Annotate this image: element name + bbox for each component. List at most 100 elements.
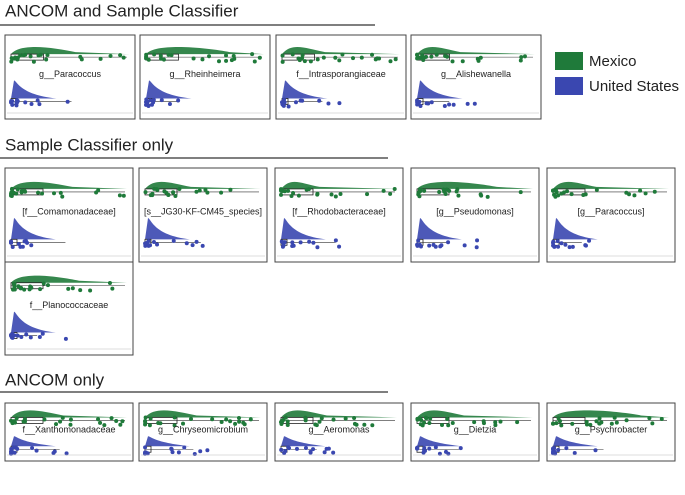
point-mexico xyxy=(219,190,224,195)
point-mexico xyxy=(45,53,50,58)
point-mexico xyxy=(373,57,378,62)
point-mexico xyxy=(518,58,523,63)
section-title: ANCOM only xyxy=(5,370,105,389)
point-mexico xyxy=(481,419,486,424)
point-us xyxy=(422,445,427,450)
cloud-us xyxy=(11,218,56,240)
point-us xyxy=(424,101,429,106)
point-mexico xyxy=(207,54,212,59)
point-mexico xyxy=(117,193,122,198)
cloud-mexico xyxy=(11,47,129,55)
point-mexico xyxy=(475,56,480,61)
point-us xyxy=(148,98,153,103)
cloud-us xyxy=(11,311,56,333)
point-us xyxy=(433,244,438,249)
point-mexico xyxy=(12,420,17,425)
point-mexico xyxy=(233,421,238,426)
point-mexico xyxy=(22,287,27,292)
legend-swatch xyxy=(555,52,583,70)
point-mexico xyxy=(41,281,46,286)
point-us xyxy=(143,445,148,450)
point-us xyxy=(556,244,561,249)
point-mexico xyxy=(290,52,295,57)
point-mexico xyxy=(624,418,629,423)
cloud-mexico xyxy=(145,181,261,189)
point-us xyxy=(24,332,29,337)
point-mexico xyxy=(60,415,65,420)
point-mexico xyxy=(421,57,426,62)
point-us xyxy=(15,333,20,338)
point-us xyxy=(23,100,28,105)
point-mexico xyxy=(231,53,236,58)
point-us xyxy=(475,238,480,243)
point-us xyxy=(190,243,195,248)
point-mexico xyxy=(343,416,348,421)
point-mexico xyxy=(107,281,112,286)
point-us xyxy=(331,450,336,455)
point-mexico xyxy=(188,416,193,421)
point-us xyxy=(10,244,15,249)
point-mexico xyxy=(23,189,28,194)
point-us xyxy=(22,239,27,244)
point-mexico xyxy=(19,190,24,195)
cloud-us xyxy=(145,218,190,240)
point-mexico xyxy=(28,54,33,59)
point-mexico xyxy=(166,52,171,57)
point-us xyxy=(437,451,442,456)
point-mexico xyxy=(565,189,570,194)
panel-label: f__Planococcaceae xyxy=(30,300,109,310)
point-mexico xyxy=(518,190,523,195)
point-mexico xyxy=(551,421,556,426)
point-mexico xyxy=(280,419,285,424)
cloud-mexico xyxy=(146,47,264,55)
point-mexico xyxy=(422,188,427,193)
point-mexico xyxy=(68,422,73,427)
point-us xyxy=(200,243,205,248)
point-us xyxy=(458,446,463,451)
point-us xyxy=(317,98,322,103)
point-mexico xyxy=(553,194,558,199)
point-us xyxy=(52,449,57,454)
point-mexico xyxy=(388,59,393,64)
panel-label: g__Chryseomicrobium xyxy=(158,425,248,435)
point-mexico xyxy=(427,421,432,426)
point-us xyxy=(143,241,148,246)
point-mexico xyxy=(515,420,520,425)
panel-label: [f__Rhodobacteraceae] xyxy=(292,207,386,217)
point-mexico xyxy=(351,56,356,61)
point-mexico xyxy=(285,419,290,424)
point-us xyxy=(418,103,423,108)
panel-label: g__Aeromonas xyxy=(308,425,370,435)
point-us xyxy=(447,102,452,107)
point-us xyxy=(19,334,24,339)
cloud-mexico xyxy=(11,181,127,189)
point-mexico xyxy=(314,423,319,428)
point-mexico xyxy=(638,188,643,193)
point-mexico xyxy=(172,415,177,420)
point-mexico xyxy=(197,188,202,193)
point-us xyxy=(10,102,15,107)
point-mexico xyxy=(652,189,657,194)
point-mexico xyxy=(58,419,63,424)
point-us xyxy=(64,451,69,456)
point-us xyxy=(563,242,568,247)
panel-label: [g__Paracoccus] xyxy=(577,207,644,217)
point-us xyxy=(559,241,564,246)
cloud-mexico xyxy=(417,47,535,55)
point-mexico xyxy=(612,415,617,420)
point-mexico xyxy=(352,421,357,426)
point-mexico xyxy=(659,416,664,421)
point-mexico xyxy=(283,415,288,420)
point-mexico xyxy=(352,415,357,420)
point-mexico xyxy=(419,417,424,422)
point-mexico xyxy=(308,59,313,64)
point-us xyxy=(416,238,421,243)
point-mexico xyxy=(96,188,101,193)
point-mexico xyxy=(321,55,326,60)
point-mexico xyxy=(447,188,452,193)
point-us xyxy=(198,449,203,454)
point-us xyxy=(551,446,555,451)
point-mexico xyxy=(280,59,285,64)
point-mexico xyxy=(450,421,455,426)
point-us xyxy=(421,450,426,455)
